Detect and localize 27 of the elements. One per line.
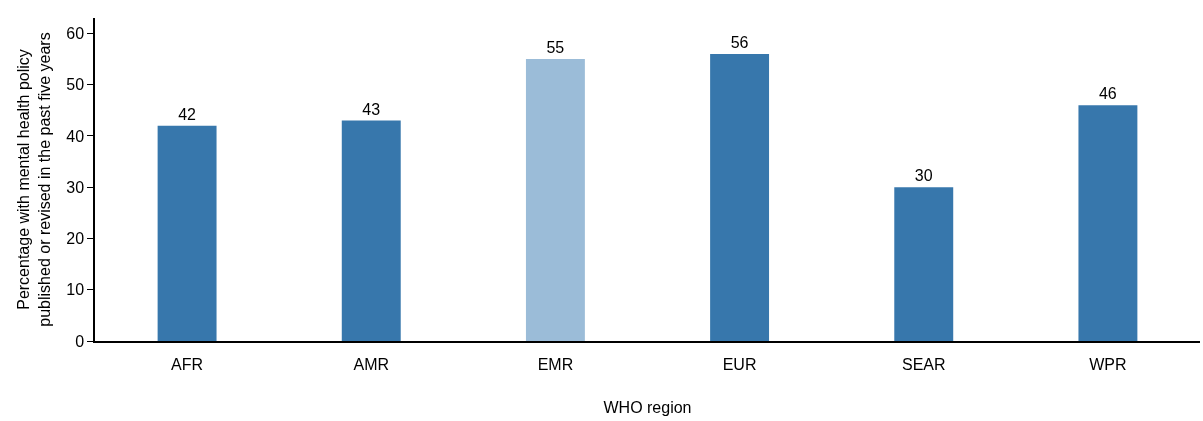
data-label: 55 <box>546 39 565 57</box>
bar <box>341 120 401 341</box>
data-label: 43 <box>362 100 381 118</box>
x-tick-label: AFR <box>171 355 204 373</box>
y-tick-label: 0 <box>75 332 85 350</box>
bar <box>157 125 217 341</box>
bar <box>1078 105 1138 341</box>
x-axis-title: WHO region <box>603 399 692 417</box>
x-tick-label: EMR <box>537 355 574 373</box>
x-tick-label: AMR <box>353 355 390 373</box>
y-tick-label: 40 <box>66 127 85 145</box>
data-label: 42 <box>178 105 197 123</box>
x-tick-label: EUR <box>722 355 757 373</box>
data-label: 46 <box>1098 85 1117 103</box>
y-tick-label: 10 <box>66 281 85 299</box>
x-tick-label: WPR <box>1089 355 1127 373</box>
data-label: 30 <box>914 167 933 185</box>
bar <box>710 53 770 341</box>
y-tick-label: 50 <box>66 76 85 94</box>
x-tick-label: SEAR <box>901 355 946 373</box>
y-axis-title: Percentage with mental health policy published or revised in the past five years <box>14 32 53 327</box>
bar <box>894 187 954 341</box>
y-tick-label: 60 <box>66 24 85 42</box>
data-label: 56 <box>730 33 749 51</box>
bar <box>525 59 585 341</box>
y-tick-label: 20 <box>66 230 85 248</box>
y-tick-label: 30 <box>66 178 85 196</box>
